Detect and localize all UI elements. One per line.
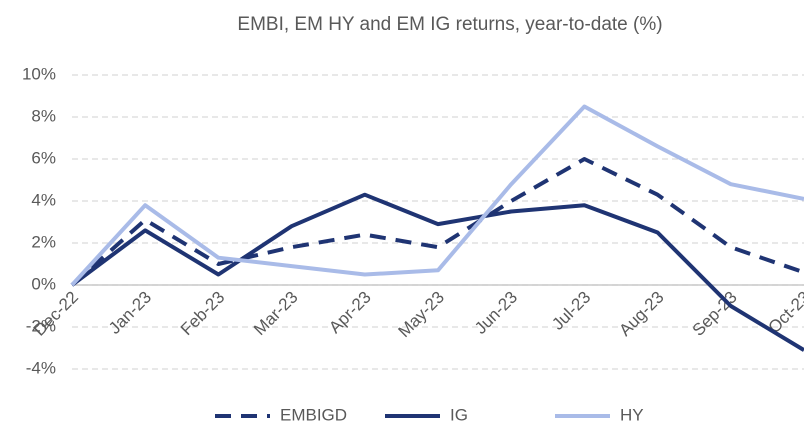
- legend-item: EMBIGD: [215, 405, 347, 424]
- y-tick-label: 10%: [22, 64, 56, 83]
- legend-label: HY: [620, 405, 644, 424]
- line-series: [70, 104, 804, 287]
- legend-label: EMBIGD: [280, 405, 347, 424]
- y-tick-label: -4%: [26, 358, 56, 377]
- x-tick-label: Jun-23: [471, 288, 521, 338]
- x-tick-label: Feb-23: [177, 288, 229, 340]
- legend-label: IG: [450, 405, 468, 424]
- y-tick-label: 6%: [31, 148, 56, 167]
- x-tick-label: Mar-23: [250, 288, 302, 340]
- y-tick-label: 4%: [31, 190, 56, 209]
- x-tick-label: Sep-23: [689, 288, 741, 340]
- y-tick-label: -2%: [26, 316, 56, 335]
- y-tick-label: 0%: [31, 274, 56, 293]
- legend-item: HY: [555, 405, 644, 424]
- line-series: [70, 157, 804, 287]
- y-tick-label: 8%: [31, 106, 56, 125]
- x-tick-label: Apr-23: [325, 288, 375, 338]
- x-tick-label: Aug-23: [615, 288, 667, 340]
- x-tick-label: May-23: [394, 288, 448, 342]
- legend-item: IG: [385, 405, 468, 424]
- x-tick-label: Jan-23: [105, 288, 155, 338]
- chart-title: EMBI, EM HY and EM IG returns, year-to-d…: [237, 14, 662, 35]
- line-series: [70, 192, 804, 352]
- y-tick-label: 2%: [31, 232, 56, 251]
